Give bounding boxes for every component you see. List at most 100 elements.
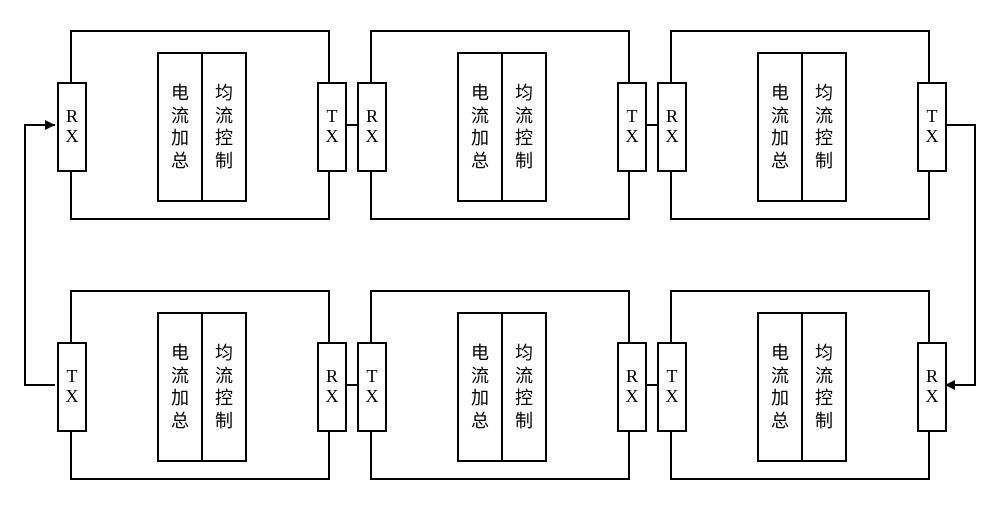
port-char: X bbox=[66, 387, 79, 407]
col-char: 总 bbox=[471, 410, 489, 433]
col-char: 流 bbox=[171, 365, 189, 388]
port-char: X bbox=[326, 127, 339, 147]
inner-block: 电流加总均流控制 bbox=[757, 312, 847, 462]
col-char: 电 bbox=[171, 82, 189, 105]
port-char: T bbox=[927, 107, 938, 127]
col-char: 加 bbox=[771, 387, 789, 410]
col-char: 均 bbox=[215, 342, 233, 365]
col-char: 控 bbox=[215, 387, 233, 410]
col-char: 控 bbox=[815, 387, 833, 410]
col-char: 加 bbox=[171, 127, 189, 150]
port-char: X bbox=[666, 127, 679, 147]
col-char: 加 bbox=[771, 127, 789, 150]
col-char: 总 bbox=[771, 410, 789, 433]
col-char: 均 bbox=[515, 82, 533, 105]
col-char: 流 bbox=[515, 105, 533, 128]
current-sum-col: 电流加总 bbox=[759, 314, 801, 460]
col-char: 均 bbox=[815, 342, 833, 365]
col-char: 流 bbox=[171, 105, 189, 128]
module-m6: TXRX电流加总均流控制 bbox=[70, 290, 330, 480]
col-char: 流 bbox=[215, 105, 233, 128]
col-char: 加 bbox=[471, 127, 489, 150]
rx-port: RX bbox=[917, 342, 947, 432]
tx-port: TX bbox=[317, 82, 347, 172]
balance-control-col: 均流控制 bbox=[203, 314, 245, 460]
col-char: 制 bbox=[815, 410, 833, 433]
col-char: 总 bbox=[471, 150, 489, 173]
col-char: 均 bbox=[215, 82, 233, 105]
module-m5: TXRX电流加总均流控制 bbox=[370, 290, 630, 480]
tx-port: TX bbox=[57, 342, 87, 432]
port-char: T bbox=[327, 107, 338, 127]
inner-block: 电流加总均流控制 bbox=[757, 52, 847, 202]
col-char: 控 bbox=[515, 127, 533, 150]
col-char: 制 bbox=[515, 150, 533, 173]
balance-control-col: 均流控制 bbox=[503, 54, 545, 200]
diagram-canvas: RXTX电流加总均流控制RXTX电流加总均流控制RXTX电流加总均流控制TXRX… bbox=[0, 0, 1000, 513]
port-char: X bbox=[626, 127, 639, 147]
balance-control-col: 均流控制 bbox=[803, 54, 845, 200]
col-char: 流 bbox=[771, 365, 789, 388]
port-char: R bbox=[326, 367, 338, 387]
col-char: 制 bbox=[515, 410, 533, 433]
inner-block: 电流加总均流控制 bbox=[457, 52, 547, 202]
port-char: T bbox=[667, 367, 678, 387]
inner-block: 电流加总均流控制 bbox=[157, 52, 247, 202]
port-char: X bbox=[366, 387, 379, 407]
current-sum-col: 电流加总 bbox=[459, 314, 501, 460]
current-sum-col: 电流加总 bbox=[159, 54, 201, 200]
inner-block: 电流加总均流控制 bbox=[157, 312, 247, 462]
module-m2: RXTX电流加总均流控制 bbox=[370, 30, 630, 220]
tx-port: TX bbox=[917, 82, 947, 172]
rx-port: RX bbox=[357, 82, 387, 172]
balance-control-col: 均流控制 bbox=[203, 54, 245, 200]
current-sum-col: 电流加总 bbox=[759, 54, 801, 200]
rx-port: RX bbox=[57, 82, 87, 172]
col-char: 流 bbox=[471, 105, 489, 128]
col-char: 电 bbox=[771, 82, 789, 105]
col-char: 流 bbox=[471, 365, 489, 388]
rx-port: RX bbox=[657, 82, 687, 172]
port-char: X bbox=[326, 387, 339, 407]
tx-port: TX bbox=[617, 82, 647, 172]
tx-port: TX bbox=[657, 342, 687, 432]
module-m3: RXTX电流加总均流控制 bbox=[670, 30, 930, 220]
col-char: 流 bbox=[815, 105, 833, 128]
port-char: R bbox=[626, 367, 638, 387]
port-char: X bbox=[366, 127, 379, 147]
port-char: R bbox=[926, 367, 938, 387]
col-char: 制 bbox=[215, 410, 233, 433]
col-char: 流 bbox=[215, 365, 233, 388]
col-char: 均 bbox=[815, 82, 833, 105]
edge-m3-m4 bbox=[945, 125, 975, 385]
col-char: 加 bbox=[471, 387, 489, 410]
current-sum-col: 电流加总 bbox=[459, 54, 501, 200]
port-char: X bbox=[666, 387, 679, 407]
col-char: 制 bbox=[215, 150, 233, 173]
port-char: T bbox=[367, 367, 378, 387]
rx-port: RX bbox=[617, 342, 647, 432]
port-char: R bbox=[666, 107, 678, 127]
port-char: X bbox=[66, 127, 79, 147]
col-char: 加 bbox=[171, 387, 189, 410]
module-m4: TXRX电流加总均流控制 bbox=[670, 290, 930, 480]
port-char: R bbox=[66, 107, 78, 127]
current-sum-col: 电流加总 bbox=[159, 314, 201, 460]
edge-m6-m1 bbox=[25, 125, 55, 385]
tx-port: TX bbox=[357, 342, 387, 432]
col-char: 总 bbox=[771, 150, 789, 173]
col-char: 电 bbox=[471, 342, 489, 365]
balance-control-col: 均流控制 bbox=[803, 314, 845, 460]
col-char: 流 bbox=[515, 365, 533, 388]
module-m1: RXTX电流加总均流控制 bbox=[70, 30, 330, 220]
port-char: T bbox=[627, 107, 638, 127]
col-char: 总 bbox=[171, 410, 189, 433]
col-char: 流 bbox=[771, 105, 789, 128]
col-char: 流 bbox=[815, 365, 833, 388]
port-char: X bbox=[926, 387, 939, 407]
col-char: 电 bbox=[471, 82, 489, 105]
port-char: X bbox=[626, 387, 639, 407]
col-char: 均 bbox=[515, 342, 533, 365]
port-char: R bbox=[366, 107, 378, 127]
col-char: 电 bbox=[171, 342, 189, 365]
